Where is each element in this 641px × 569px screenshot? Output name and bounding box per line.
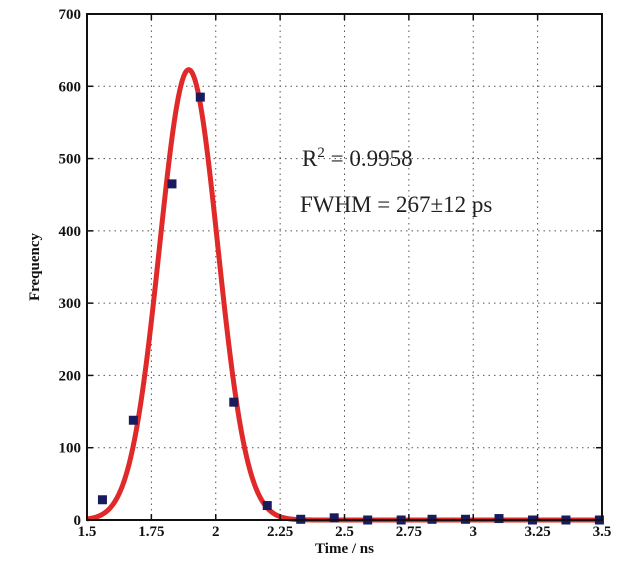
x-tick-label: 2.25	[267, 524, 293, 540]
r-squared-value: = 0.9958	[325, 146, 413, 171]
x-tick-label: 1.75	[138, 524, 164, 540]
y-tick-label: 100	[59, 441, 82, 457]
data-point	[229, 397, 239, 407]
data-point	[329, 513, 339, 523]
y-axis-ticks: 0 100 200 300 400 500 600 700	[59, 7, 602, 529]
x-axis-label: Time / ns	[315, 541, 374, 557]
y-tick-label: 0	[74, 513, 82, 529]
y-axis-label: Frequency	[27, 232, 43, 301]
x-tick-label: 2	[212, 524, 220, 540]
x-tick-label: 3.5	[593, 524, 612, 540]
r-squared-annotation: R2 = 0.9958	[302, 145, 413, 171]
data-point	[262, 501, 272, 511]
y-tick-label: 400	[59, 224, 82, 240]
data-point	[195, 92, 205, 102]
y-tick-label: 300	[59, 296, 82, 312]
x-tick-label: 2.75	[396, 524, 422, 540]
y-tick-label: 600	[59, 79, 82, 95]
y-tick-label: 700	[59, 7, 82, 23]
grid	[87, 14, 602, 520]
data-point	[128, 415, 138, 425]
x-tick-label: 2.5	[335, 524, 354, 540]
fwhm-annotation: FWHM = 267±12 ps	[300, 192, 492, 217]
data-point	[494, 514, 504, 524]
x-tick-label: 3	[470, 524, 478, 540]
x-tick-label: 3.25	[525, 524, 551, 540]
data-point	[167, 179, 177, 189]
data-point	[97, 495, 107, 505]
r-squared-prefix: R	[302, 146, 318, 171]
x-axis-ticks: 1.5 1.75 2 2.25 2.5 2.75 3 3.25 3.5	[78, 14, 612, 540]
r-squared-superscript: 2	[317, 145, 325, 161]
y-tick-label: 500	[59, 152, 82, 168]
y-tick-label: 200	[59, 368, 82, 384]
x-tick-label: 1.5	[78, 524, 97, 540]
